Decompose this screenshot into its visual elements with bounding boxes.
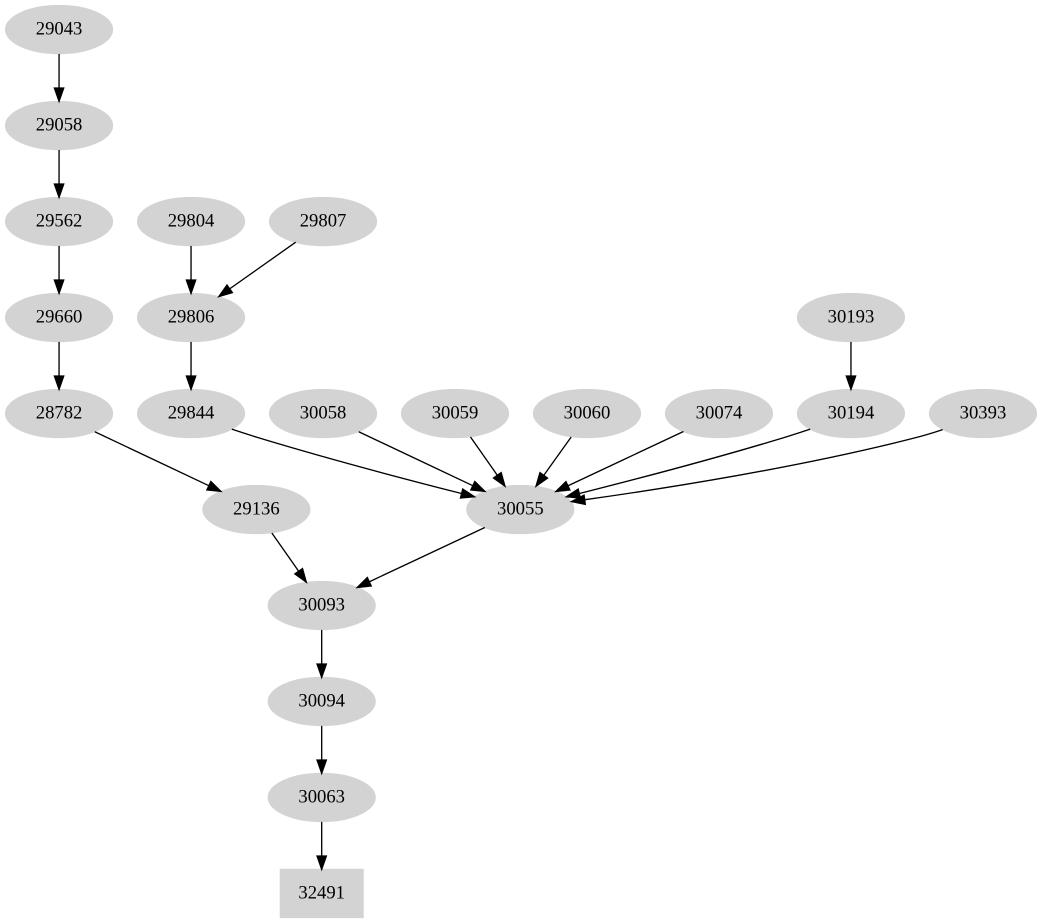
svg-text:30074: 30074 bbox=[696, 402, 743, 423]
svg-text:29043: 29043 bbox=[36, 18, 83, 39]
svg-text:29807: 29807 bbox=[300, 210, 347, 231]
svg-text:30055: 30055 bbox=[497, 498, 544, 519]
svg-text:30059: 30059 bbox=[432, 402, 479, 423]
svg-text:30060: 30060 bbox=[564, 402, 611, 423]
svg-text:30058: 30058 bbox=[300, 402, 347, 423]
svg-text:29806: 29806 bbox=[168, 306, 215, 327]
svg-text:28782: 28782 bbox=[36, 402, 83, 423]
svg-text:29844: 29844 bbox=[168, 402, 215, 423]
svg-text:30393: 30393 bbox=[960, 402, 1007, 423]
svg-text:29660: 29660 bbox=[36, 306, 83, 327]
svg-text:30194: 30194 bbox=[828, 402, 875, 423]
svg-text:30094: 30094 bbox=[298, 690, 345, 711]
svg-text:29804: 29804 bbox=[168, 210, 215, 231]
svg-text:30063: 30063 bbox=[298, 786, 345, 807]
svg-text:29058: 29058 bbox=[36, 114, 83, 135]
svg-text:30193: 30193 bbox=[828, 306, 875, 327]
svg-text:29136: 29136 bbox=[233, 498, 280, 519]
svg-text:29562: 29562 bbox=[36, 210, 83, 231]
svg-text:30093: 30093 bbox=[298, 594, 345, 615]
svg-text:32491: 32491 bbox=[298, 882, 345, 903]
